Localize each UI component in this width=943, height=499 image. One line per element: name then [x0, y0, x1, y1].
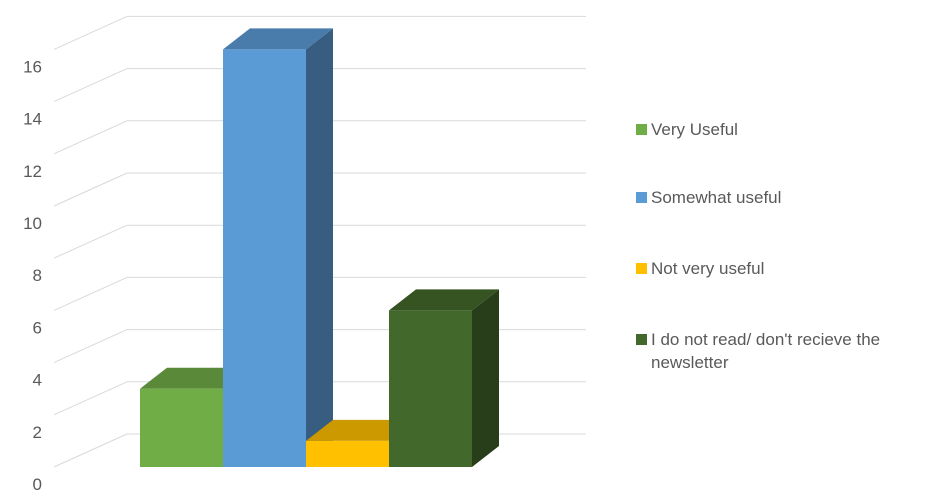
bar-front-face — [306, 440, 389, 467]
bar-front-face — [140, 388, 223, 467]
bar-top-face — [223, 28, 333, 50]
y-tick-label: 10 — [23, 214, 42, 233]
legend-item-somewhat-useful: Somewhat useful — [636, 186, 943, 209]
legend-label-do-not-read: I do not read/ don't recieve the newslet… — [651, 330, 881, 372]
legend-item-very-useful: Very Useful — [636, 118, 943, 141]
gridline-diagonal — [53, 15, 128, 50]
gridline-diagonal — [53, 433, 128, 468]
bar-i-do-not-read-don-t-recieve-the-newsletter — [389, 289, 499, 467]
y-tick-label: 0 — [33, 475, 42, 494]
gridlines — [53, 15, 586, 468]
bar-side-face — [472, 289, 499, 467]
gridline-diagonal — [53, 68, 128, 103]
y-tick-label: 2 — [33, 423, 42, 442]
y-tick-label: 6 — [33, 318, 42, 337]
legend-swatch-do-not-read — [636, 334, 647, 345]
bar-top-face — [140, 367, 250, 389]
legend-swatch-not-very-useful — [636, 263, 647, 274]
legend-item-not-very-useful: Not very useful — [636, 257, 943, 280]
legend-label-very-useful: Very Useful — [651, 120, 738, 139]
gridline-diagonal — [53, 329, 128, 364]
y-tick-label: 8 — [33, 266, 42, 285]
bar-somewhat-useful — [223, 28, 333, 468]
y-tick-label: 14 — [23, 110, 42, 129]
legend: Very Useful Somewhat useful Not very use… — [636, 0, 943, 499]
gridline-diagonal — [53, 276, 128, 311]
legend-label-somewhat-useful: Somewhat useful — [651, 188, 782, 207]
legend-swatch-very-useful — [636, 124, 647, 135]
gridline-diagonal — [53, 120, 128, 155]
legend-label-not-very-useful: Not very useful — [651, 259, 765, 278]
legend-swatch-somewhat-useful — [636, 192, 647, 203]
gridline-diagonal — [53, 172, 128, 207]
bar-top-face — [389, 289, 499, 311]
y-tick-label: 16 — [23, 57, 42, 76]
bar-top-face — [306, 419, 416, 441]
y-tick-label: 12 — [23, 162, 42, 181]
bar-front-face — [389, 310, 472, 467]
gridline-diagonal — [53, 381, 128, 416]
gridline-diagonal — [53, 224, 128, 259]
y-axis-ticks: 0 2 4 6 8 10 12 14 16 — [23, 57, 42, 494]
bars — [140, 28, 499, 468]
y-tick-label: 4 — [33, 371, 42, 390]
chart-plot: 0 2 4 6 8 10 12 14 16 — [23, 15, 586, 494]
bar-side-face — [306, 28, 333, 468]
bar-front-face — [223, 49, 306, 468]
legend-item-do-not-read: I do not read/ don't recieve the newslet… — [636, 328, 943, 374]
